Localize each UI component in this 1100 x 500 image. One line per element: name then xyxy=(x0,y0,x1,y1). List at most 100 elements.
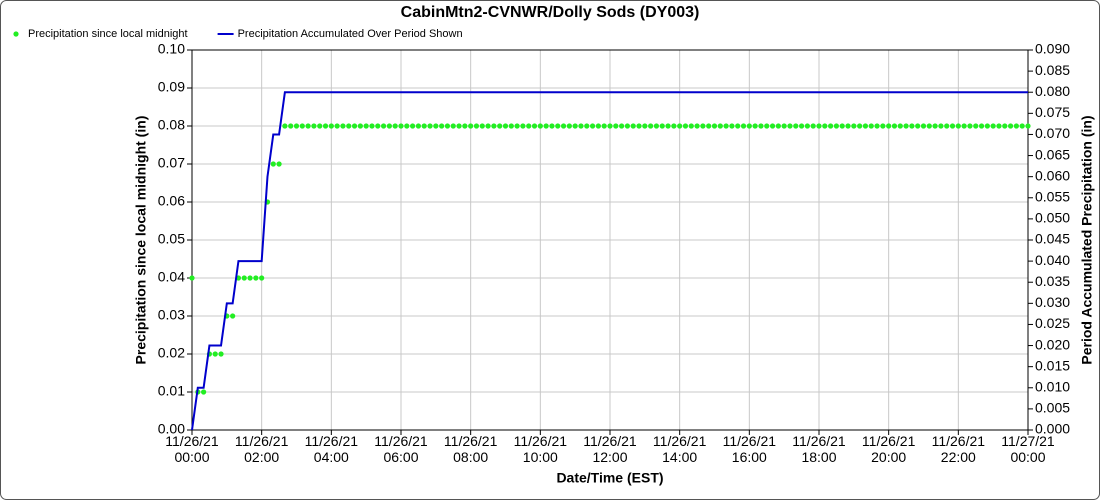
data-point xyxy=(624,123,631,129)
data-point xyxy=(328,123,334,129)
data-point xyxy=(973,123,979,129)
data-point xyxy=(961,123,967,129)
data-point xyxy=(700,123,706,129)
data-point xyxy=(589,123,596,129)
y2-tick-label: 0.070 xyxy=(1035,125,1070,141)
data-point xyxy=(439,123,445,129)
data-point xyxy=(282,123,288,129)
y2-tick-label: 0.080 xyxy=(1035,83,1070,99)
y-tick-label: 0.09 xyxy=(158,79,185,95)
data-point xyxy=(828,123,834,129)
data-point xyxy=(903,123,909,129)
data-point xyxy=(839,123,845,129)
data-point xyxy=(955,123,961,129)
data-point xyxy=(735,123,741,129)
y2-tick-label: 0.065 xyxy=(1035,146,1070,162)
data-point xyxy=(218,351,224,357)
data-point xyxy=(990,123,996,129)
data-point xyxy=(491,123,497,129)
data-point xyxy=(508,123,514,129)
data-point xyxy=(764,123,770,129)
x-axis-title: Date/Time (EST) xyxy=(556,470,663,486)
data-point xyxy=(212,351,218,357)
data-point xyxy=(386,123,392,129)
data-point xyxy=(833,123,840,129)
data-point xyxy=(1013,123,1019,129)
data-point xyxy=(915,123,921,129)
data-point xyxy=(781,123,787,129)
data-point xyxy=(346,123,352,129)
data-point xyxy=(357,123,363,129)
data-point xyxy=(746,123,752,129)
data-point xyxy=(1019,123,1025,129)
y2-tick-label: 0.075 xyxy=(1035,104,1070,120)
x-tick-label: 11/26/21 02:00 xyxy=(235,433,289,465)
data-point xyxy=(920,123,927,129)
series-line xyxy=(191,91,1028,431)
data-point xyxy=(845,123,851,129)
data-point xyxy=(932,123,938,129)
y2-tick-label: 0.040 xyxy=(1035,252,1070,268)
data-point xyxy=(775,123,781,129)
data-point xyxy=(526,123,532,129)
data-point xyxy=(398,123,404,129)
plot-border xyxy=(191,49,1029,431)
y-axis-title: Precipitation since local midnight (in) xyxy=(133,116,149,365)
data-point xyxy=(938,123,944,129)
data-point xyxy=(717,123,723,129)
data-point xyxy=(787,123,793,129)
data-point xyxy=(978,123,985,129)
y2-tick-label: 0.005 xyxy=(1035,400,1070,416)
y-tick-label: 0.07 xyxy=(158,155,185,171)
data-point xyxy=(886,123,892,129)
data-point xyxy=(334,123,340,129)
data-point xyxy=(688,123,694,129)
data-point xyxy=(891,123,898,129)
y-tick-label: 0.03 xyxy=(158,307,185,323)
data-point xyxy=(694,123,700,129)
data-point xyxy=(595,123,601,129)
y2-tick-label: 0.030 xyxy=(1035,294,1070,310)
data-point xyxy=(468,123,474,129)
data-point xyxy=(299,123,305,129)
data-point xyxy=(189,275,195,281)
y-tick-label: 0.06 xyxy=(158,193,185,209)
legend-label: Precipitation since local midnight xyxy=(28,28,188,40)
x-tick-label: 11/26/21 22:00 xyxy=(932,433,986,465)
chart-title: CabinMtn2-CVNWR/Dolly Sods (DY003) xyxy=(401,4,700,21)
data-point xyxy=(816,123,822,129)
x-tick-label: 11/26/21 06:00 xyxy=(374,433,428,465)
x-tick-label: 11/26/21 08:00 xyxy=(444,433,498,465)
y-tick-label: 0.02 xyxy=(158,345,185,361)
data-point xyxy=(543,123,549,129)
data-point xyxy=(230,313,236,319)
data-point xyxy=(351,123,358,129)
y-tick-label: 0.05 xyxy=(158,231,185,247)
data-point xyxy=(769,123,776,129)
data-point xyxy=(340,123,346,129)
data-point xyxy=(613,123,619,129)
data-point xyxy=(578,123,584,129)
y2-axis-title: Period Accumulated Precipitation (in) xyxy=(1079,115,1095,364)
data-point xyxy=(276,161,282,167)
y2-tick-label: 0.060 xyxy=(1035,167,1070,183)
data-point xyxy=(793,123,799,129)
data-point xyxy=(648,123,654,129)
x-tick-label: 11/26/21 18:00 xyxy=(792,433,846,465)
data-point xyxy=(897,123,903,129)
y2-tick-label: 0.045 xyxy=(1035,231,1070,247)
x-tick-label: 11/26/21 12:00 xyxy=(583,433,637,465)
data-point xyxy=(619,123,625,129)
data-point xyxy=(497,123,503,129)
data-point xyxy=(723,123,729,129)
data-point xyxy=(450,123,456,129)
y2-tick-label: 0.085 xyxy=(1035,62,1070,78)
data-point xyxy=(305,123,311,129)
data-point xyxy=(636,123,642,129)
data-point xyxy=(926,123,932,129)
data-point xyxy=(514,123,520,129)
y2-tick-label: 0.020 xyxy=(1035,336,1070,352)
data-point xyxy=(456,123,462,129)
data-point xyxy=(293,123,300,129)
